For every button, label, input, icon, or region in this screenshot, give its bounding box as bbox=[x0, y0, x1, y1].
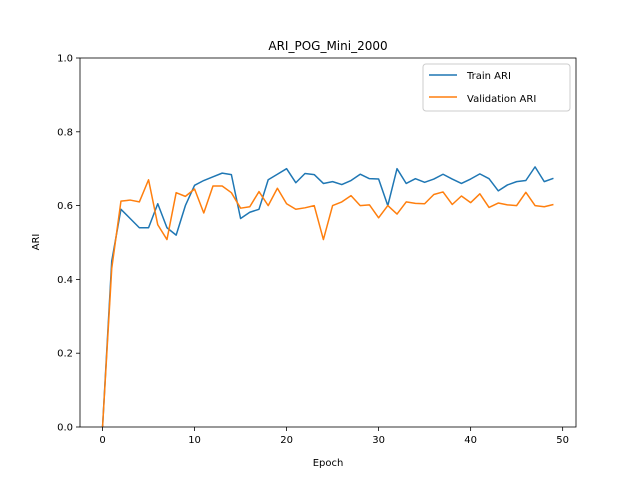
y-tick-label: 1.0 bbox=[57, 54, 73, 65]
x-tick-label: 30 bbox=[372, 435, 385, 446]
x-tick-label: 50 bbox=[556, 435, 569, 446]
x-tick-label: 10 bbox=[188, 435, 201, 446]
legend: Train ARI Validation ARI bbox=[422, 63, 571, 112]
x-tick-label: 20 bbox=[280, 435, 293, 446]
y-tick-label: 0.0 bbox=[57, 423, 73, 434]
series-line-train-ari bbox=[101, 166, 554, 428]
y-tick-label: 0.6 bbox=[57, 201, 73, 212]
y-axis-label: ARI bbox=[31, 234, 42, 251]
axes-frame bbox=[79, 57, 577, 428]
chart-title: ARI_POG_Mini_2000 bbox=[268, 39, 387, 53]
x-tick-label: 0 bbox=[99, 435, 105, 446]
x-axis-label: Epoch bbox=[313, 458, 344, 469]
legend-validation-ari-label: Validation ARI bbox=[467, 94, 536, 105]
series-line-validation-ari bbox=[101, 179, 554, 428]
y-tick-label: 0.8 bbox=[57, 127, 73, 138]
legend-train-ari-label: Train ARI bbox=[466, 71, 511, 82]
legend-box bbox=[422, 63, 571, 112]
x-tick-label: 40 bbox=[464, 435, 477, 446]
plot-area bbox=[101, 166, 554, 428]
y-axis: 0.0 0.2 0.4 0.6 0.8 1.0 bbox=[57, 54, 80, 434]
y-tick-label: 0.2 bbox=[57, 349, 73, 360]
x-axis: 0 10 20 30 40 50 bbox=[99, 427, 569, 446]
y-tick-label: 0.4 bbox=[57, 275, 73, 286]
